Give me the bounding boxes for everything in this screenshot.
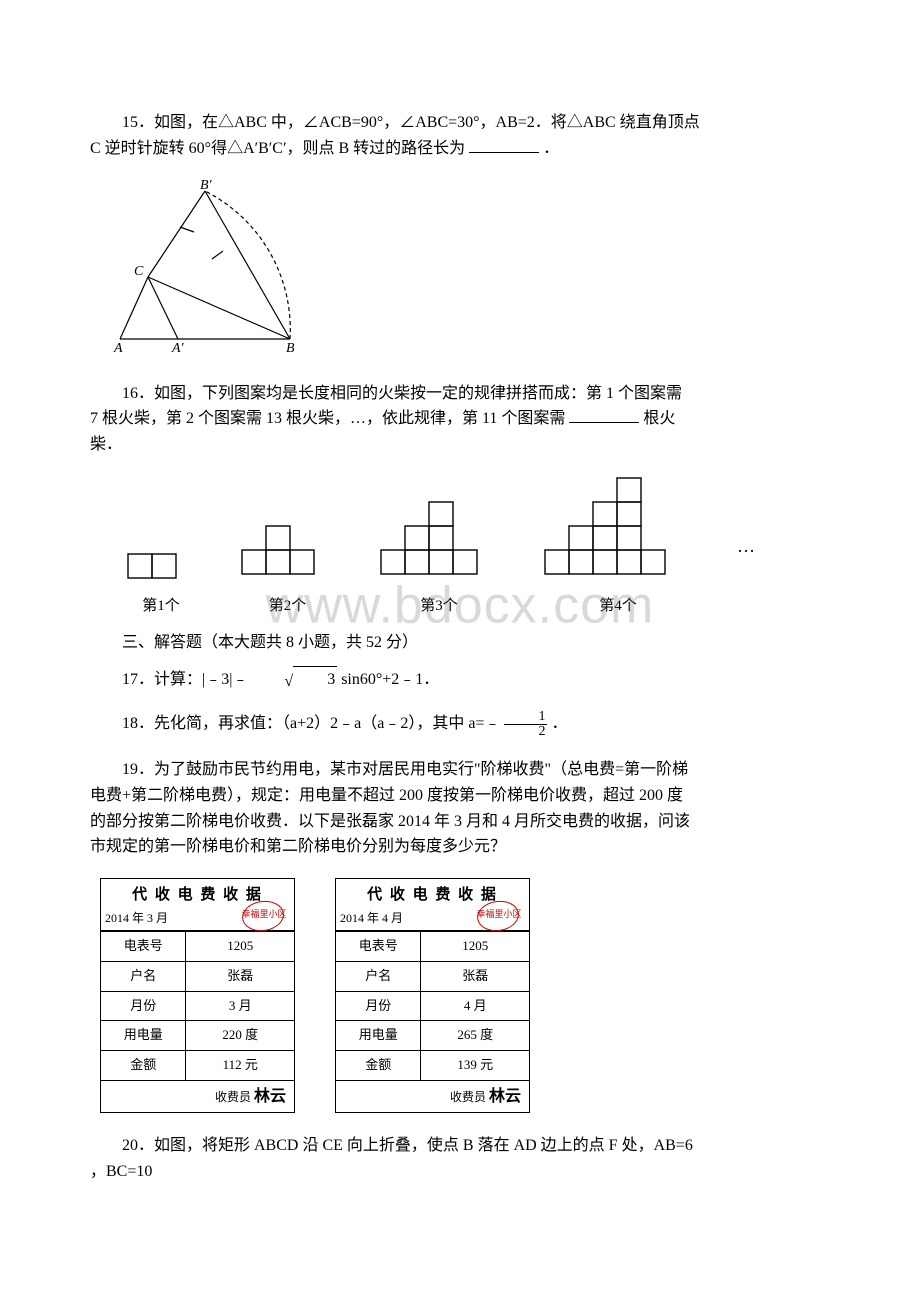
- q15-line1: 15．如图，在△ABC 中，∠ACB=90°，∠ABC=30°，AB=2．将△A…: [90, 110, 830, 136]
- receipt-april: 代 收 电 费 收 据 2014 年 4 月 幸福里小区 电表号1205 户名张…: [335, 878, 530, 1114]
- receipt-table: 电表号1205 户名张磊 月份3 月 用电量220 度 金额112 元: [101, 931, 294, 1081]
- svg-text:A′: A′: [171, 341, 185, 354]
- q15-line2: C 逆时针旋转 60°得△A′B′C′，则点 B 转过的路径长为 ．: [90, 140, 559, 157]
- section3-title: 三、解答题（本大题共 8 小题，共 52 分）: [90, 630, 830, 656]
- match-4: 第4个: [543, 476, 693, 619]
- stamp-icon: 幸福里小区: [469, 907, 529, 927]
- receipts: 代 收 电 费 收 据 2014 年 3 月 幸福里小区 电表号1205 户名张…: [100, 878, 830, 1114]
- q15-blank: [469, 137, 539, 153]
- svg-text:A: A: [113, 341, 123, 354]
- q19: 19．为了鼓励市民节约用电，某市对居民用电实行"阶梯收费"（总电费=第一阶梯 电…: [90, 757, 830, 859]
- q17: 17．计算：|﹣3|﹣ √3 sin60°+2﹣1．: [90, 666, 830, 693]
- svg-text:B′: B′: [200, 179, 213, 193]
- receipt-table: 电表号1205 户名张磊 月份4 月 用电量265 度 金额139 元: [336, 931, 529, 1081]
- q15-figure: A A′ B C B′: [110, 179, 830, 363]
- q16-line1: 16．如图，下列图案均是长度相同的火柴按一定的规律拼搭而成：第 1 个图案需: [90, 381, 830, 407]
- match-3: 第3个: [379, 500, 499, 619]
- svg-text:C: C: [134, 264, 144, 279]
- ellipsis: …: [737, 532, 755, 561]
- q16-block: 16．如图，下列图案均是长度相同的火柴按一定的规律拼搭而成：第 1 个图案需 7…: [90, 381, 830, 458]
- svg-text:B: B: [286, 341, 295, 354]
- fraction: 1 2: [504, 710, 547, 739]
- receipt-march: 代 收 电 费 收 据 2014 年 3 月 幸福里小区 电表号1205 户名张…: [100, 878, 295, 1114]
- q16-blank: [569, 407, 639, 423]
- q15-block: 15．如图，在△ABC 中，∠ACB=90°，∠ABC=30°，AB=2．将△A…: [90, 110, 830, 161]
- q18: 18．先化简，再求值：（a+2）2﹣a（a﹣2），其中 a=﹣ 1 2 ．: [90, 710, 830, 739]
- match-1: 第1个: [126, 552, 196, 619]
- q16-figures: 第1个 第2个 第3个 第4个 …: [126, 476, 830, 619]
- q16-line2: 7 根火柴，第 2 个图案需 13 根火柴，…，依此规律，第 11 个图案需 根…: [90, 410, 675, 427]
- q20: 20．如图，将矩形 ABCD 沿 CE 向上折叠，使点 B 落在 AD 边上的点…: [90, 1133, 830, 1184]
- sqrt-icon: √: [252, 669, 293, 695]
- match-2: 第2个: [240, 524, 335, 619]
- stamp-icon: 幸福里小区: [234, 907, 294, 927]
